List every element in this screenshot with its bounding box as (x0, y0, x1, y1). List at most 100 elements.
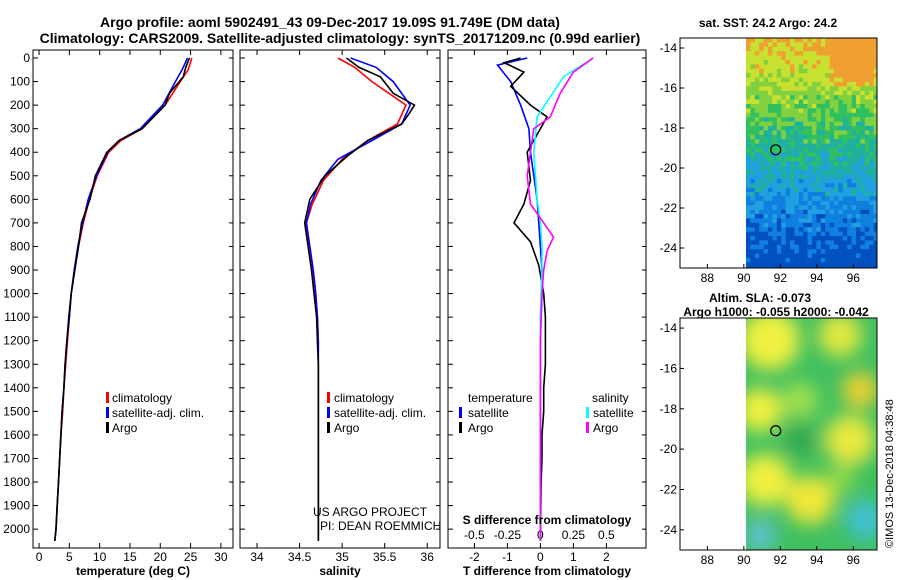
sst-cell (842, 192, 848, 197)
depth-tick-label: 600 (10, 192, 30, 206)
sst-cell (798, 42, 804, 48)
sst-cell (763, 227, 769, 232)
sst-cell (816, 130, 822, 136)
sla-blob (845, 500, 877, 540)
sst-cell (860, 178, 866, 184)
sst-cell (838, 170, 844, 175)
sst-cell (860, 121, 866, 127)
sst-cell (763, 266, 769, 268)
sst-cell (754, 42, 760, 48)
sst-cell (750, 178, 756, 184)
sst-cell (873, 64, 877, 70)
sst-cell (820, 244, 826, 250)
depth-tick-label: 1500 (3, 404, 30, 418)
sst-cell (825, 262, 830, 268)
sst-cell (860, 42, 866, 48)
sst-cell (768, 117, 773, 122)
sst-cell (798, 222, 804, 228)
sst-cell (825, 90, 830, 96)
sst-cell (864, 104, 870, 109)
sst-cell (851, 266, 857, 268)
sst-cell (873, 139, 877, 144)
sst-cell (785, 99, 791, 105)
sst-cell (790, 95, 795, 100)
sst-cell (869, 266, 874, 268)
sst-cell (856, 183, 861, 188)
sst-cell (864, 262, 870, 268)
sst-cell (820, 55, 826, 61)
sst-cell (820, 86, 826, 92)
sst-cell (812, 258, 817, 263)
sst-cell (794, 126, 800, 131)
sst-cell (838, 161, 844, 166)
sst-cell (781, 209, 786, 215)
depth-tick-label: 700 (10, 216, 30, 230)
sst-cell (785, 38, 791, 43)
sst-cell (842, 99, 848, 105)
sst-cell (746, 236, 751, 241)
sst-cell (825, 196, 830, 202)
diff-legend-swatch-s-satellite (586, 407, 589, 418)
sst-cell (798, 262, 804, 268)
sst-cell (842, 55, 848, 61)
sst-cell (825, 214, 830, 219)
sst-cell (825, 104, 830, 109)
sst-cell (842, 244, 848, 250)
sst-cell (873, 205, 877, 210)
sst-cell (864, 196, 870, 202)
sst-cell (834, 200, 839, 206)
sst-cell (864, 200, 870, 206)
sst-cell (772, 178, 778, 184)
sst-cell (842, 130, 848, 136)
sst-cell (856, 196, 861, 202)
sst-cell (750, 200, 756, 206)
sst-cell (763, 222, 769, 228)
diff-legend-swatch-t-argo (459, 422, 462, 433)
sst-cell (820, 77, 826, 83)
sst-cell (869, 174, 874, 180)
sst-cell (842, 187, 848, 193)
sst-cell (856, 178, 861, 184)
sst-cell (759, 231, 764, 237)
sst-cell (790, 183, 795, 188)
sst-cell (772, 90, 778, 96)
sst-cell (860, 165, 866, 171)
sst-cell (746, 214, 751, 219)
sst-cell (776, 244, 782, 250)
sst-cell (825, 64, 830, 70)
sst-cell (834, 117, 839, 122)
sst-cell (768, 165, 773, 171)
sst-cell (781, 222, 786, 228)
sst-cell (847, 148, 852, 153)
sst-cell (829, 218, 835, 224)
sst-cell (803, 262, 808, 268)
sst-map-title: sat. SST: 24.2 Argo: 24.2 (699, 16, 838, 30)
sst-cell (842, 112, 848, 118)
sst-cell (812, 209, 817, 215)
sst-cell (785, 218, 791, 224)
sla-blob (842, 372, 877, 408)
sst-cell (794, 240, 800, 246)
sst-cell (847, 231, 852, 237)
sst-cell (776, 130, 782, 136)
sst-cell (851, 174, 857, 180)
sst-cell (869, 55, 874, 61)
sst-cell (759, 143, 764, 149)
sst-cell (838, 214, 844, 219)
sst-cell (794, 143, 800, 149)
sst-cell (798, 38, 804, 43)
sst-cell (842, 178, 848, 184)
sst-cell (873, 99, 877, 105)
x-tick-label: 34.5 (288, 550, 312, 564)
sst-cell (838, 117, 844, 122)
sst-cell (829, 46, 835, 52)
sst-cell (834, 82, 839, 87)
sst-cell (820, 214, 826, 219)
sst-cell (781, 60, 786, 65)
sal-legend-swatch-satellite (327, 407, 330, 418)
sst-cell (772, 218, 778, 224)
legend-climatology: climatology (112, 391, 172, 405)
sst-cell (794, 134, 800, 140)
sst-cell (860, 240, 866, 246)
sst-cell (860, 82, 866, 87)
